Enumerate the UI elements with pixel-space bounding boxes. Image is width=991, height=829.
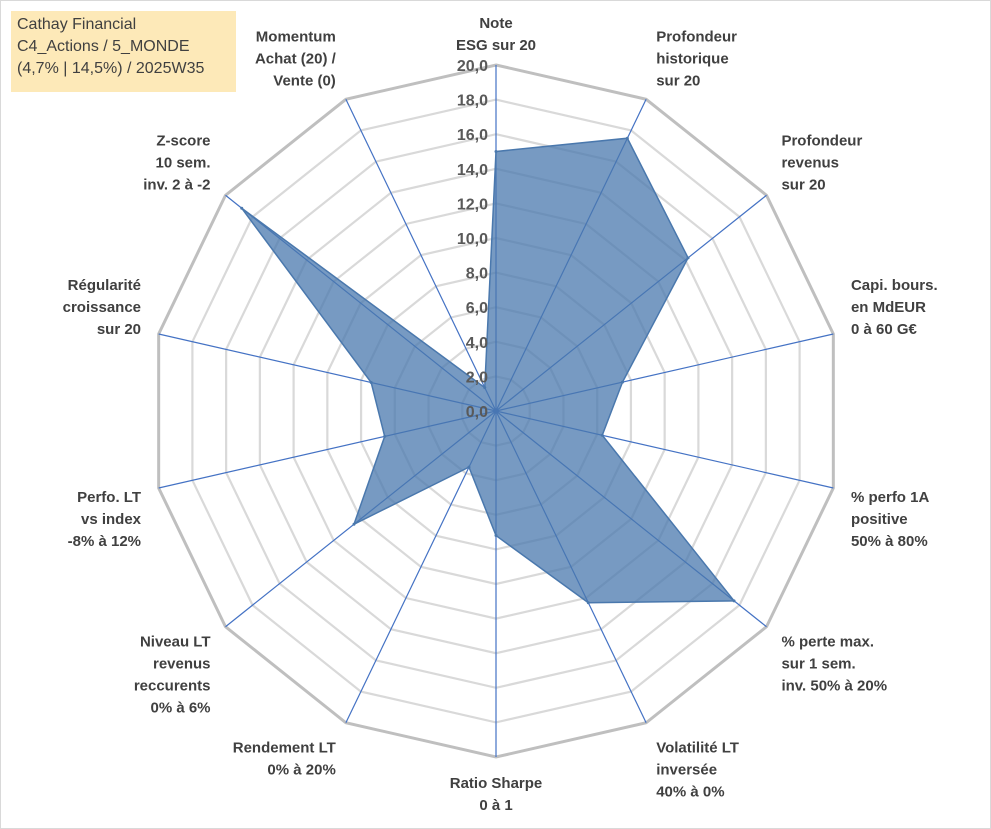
category-label-line: Ratio Sharpe <box>450 775 543 792</box>
category-label-line: Profondeur <box>656 29 737 46</box>
data-point <box>494 150 498 153</box>
category-label-line: 0 à 1 <box>479 797 512 814</box>
tick-label: 10,0 <box>457 231 488 248</box>
data-point <box>620 380 624 384</box>
category-label: Note ESG sur 20 <box>456 15 536 54</box>
category-label-line: Achat (20) / <box>255 51 337 68</box>
category-label: Capi. bours. en MdEUR 0 à 60 G€ <box>851 277 938 338</box>
tick-label: 0,0 <box>466 404 488 421</box>
chart-title-line-3: (4,7% | 14,5%) / 2025W35 <box>17 60 205 77</box>
chart-title-box: Cathay Financial C4_Actions / 5_MONDE (4… <box>11 11 236 92</box>
category-label-line: reccurents <box>134 677 211 694</box>
category-label-line: sur 1 sem. <box>781 655 855 672</box>
data-point <box>732 599 736 603</box>
category-label: Perfo. LT vs index -8% à 12% <box>68 489 142 550</box>
category-label: Régularité croissance sur 20 <box>63 277 141 338</box>
category-label-line: positive <box>851 511 908 528</box>
category-label-line: inversée <box>656 761 717 778</box>
category-label-line: inv. 50% à 20% <box>781 677 887 694</box>
category-label-line: 0% à 6% <box>150 699 210 716</box>
data-point <box>483 386 487 390</box>
category-label-line: Z-score <box>156 133 210 150</box>
category-label-line: Régularité <box>68 277 141 294</box>
category-label-line: Profondeur <box>781 133 862 150</box>
category-label: Rendement LT 0% à 20% <box>233 739 336 778</box>
category-label-line: 50% à 80% <box>851 533 928 550</box>
chart-title-line-1: Cathay Financial <box>17 16 137 33</box>
category-label-line: revenus <box>781 155 839 172</box>
category-label: % perte max. sur 1 sem. inv. 50% à 20% <box>781 633 887 694</box>
category-label-line: % perfo 1A <box>851 489 930 506</box>
tick-label: 12,0 <box>457 196 488 213</box>
radar-series <box>240 136 736 605</box>
category-labels: Note ESG sur 20 Profondeur historique sur 20… <box>63 15 938 814</box>
category-label: Profondeur historique sur 20 <box>656 29 737 90</box>
category-label-line: 0% à 20% <box>267 761 335 778</box>
data-point <box>686 256 690 260</box>
tick-label: 8,0 <box>466 266 488 283</box>
category-label-line: Momentum <box>256 29 336 46</box>
category-label-line: Volatilité LT <box>656 739 739 756</box>
category-label-line: historique <box>656 51 729 68</box>
category-label-line: en MdEUR <box>851 299 926 316</box>
category-label-line: % perte max. <box>781 633 874 650</box>
data-point <box>369 381 373 385</box>
data-point <box>383 434 387 438</box>
tick-label: 2,0 <box>466 369 488 386</box>
category-label-line: revenus <box>153 655 211 672</box>
chart-title-line-2: C4_Actions / 5_MONDE <box>17 38 190 55</box>
category-label: Volatilité LT inversée 40% à 0% <box>656 739 739 800</box>
tick-label: 16,0 <box>457 127 488 144</box>
category-label-line: Vente (0) <box>273 73 336 90</box>
data-point <box>600 433 604 437</box>
data-point <box>625 136 629 140</box>
category-label-line: Note <box>479 15 512 32</box>
tick-label: 6,0 <box>466 300 488 317</box>
category-label-line: Capi. bours. <box>851 277 938 294</box>
axis-spoke <box>345 99 497 412</box>
category-label-line: 40% à 0% <box>656 783 724 800</box>
category-label-line: Perfo. LT <box>77 489 141 506</box>
category-label-line: Niveau LT <box>140 633 211 650</box>
category-label-line: sur 20 <box>97 321 141 338</box>
tick-label: 4,0 <box>466 335 488 352</box>
category-label-line: Rendement LT <box>233 739 336 756</box>
category-label: Ratio Sharpe 0 à 1 <box>450 775 543 814</box>
category-label: Momentum Achat (20) / Vente (0) <box>255 29 337 90</box>
data-point <box>494 534 498 538</box>
category-label-line: croissance <box>63 299 141 316</box>
tick-label: 18,0 <box>457 93 488 110</box>
tick-label: 14,0 <box>457 162 488 179</box>
category-label: Z-score 10 sem. inv. 2 à -2 <box>143 133 210 194</box>
category-label: Profondeur revenus sur 20 <box>781 133 862 194</box>
radial-tick-labels: 0,0 2,0 4,0 6,0 8,0 10,0 12,0 14,0 16,0 18,0 20,0 <box>457 58 488 421</box>
data-point <box>586 601 590 605</box>
data-point <box>240 206 244 210</box>
category-label-line: vs index <box>81 511 142 528</box>
category-label-line: 10 sem. <box>155 155 210 172</box>
category-label-line: inv. 2 à -2 <box>143 177 210 194</box>
data-point <box>467 465 471 469</box>
category-label-line: -8% à 12% <box>68 533 141 550</box>
category-label: % perfo 1A positive 50% à 80% <box>851 489 930 550</box>
tick-label: 20,0 <box>457 58 488 75</box>
category-label-line: sur 20 <box>781 177 825 194</box>
data-point <box>352 522 356 526</box>
category-label-line: ESG sur 20 <box>456 37 536 54</box>
category-label-line: 0 à 60 G€ <box>851 321 918 338</box>
category-label: Niveau LT revenus reccurents 0% à 6% <box>134 633 211 716</box>
category-label-line: sur 20 <box>656 73 700 90</box>
